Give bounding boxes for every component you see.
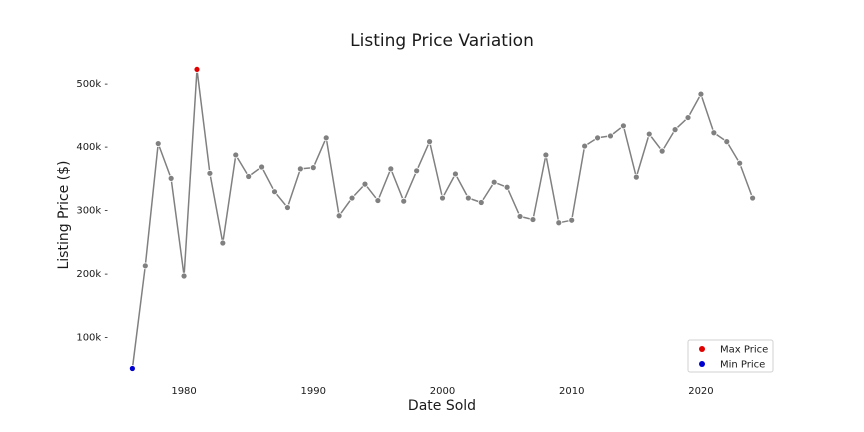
data-point: [568, 216, 576, 224]
data-point: [245, 173, 253, 180]
legend-label: Max Price: [720, 345, 768, 356]
data-point: [607, 132, 614, 140]
y-tick-label: 200k -: [76, 269, 108, 280]
data-point: [736, 159, 744, 167]
data-point: [439, 194, 446, 202]
data-point: [167, 174, 175, 182]
x-tick-label: 2000: [430, 386, 455, 397]
data-point: [723, 138, 731, 146]
max-price-point: [193, 66, 201, 73]
legend-marker: [699, 346, 705, 352]
data-point: [516, 213, 524, 220]
y-axis-label: Listing Price ($): [56, 160, 72, 269]
data-point: [749, 194, 757, 202]
data-point: [309, 164, 317, 172]
legend-marker: [699, 361, 705, 367]
y-axis-ticks: 100k - 200k - 300k - 400k - 500k -: [76, 79, 108, 343]
data-point: [400, 197, 408, 205]
x-tick-label: 2020: [688, 386, 713, 397]
chart-title: Listing Price Variation: [350, 31, 534, 51]
data-point: [620, 122, 627, 130]
data-point: [374, 197, 382, 204]
data-point: [477, 199, 485, 206]
data-point: [335, 212, 343, 220]
series-line-group: [128, 66, 757, 372]
data-point: [671, 126, 679, 134]
highlight-points: [128, 66, 201, 372]
series-line: [131, 68, 754, 369]
y-tick-label: 400k -: [76, 142, 108, 153]
y-tick-label: 100k -: [76, 332, 108, 343]
data-point: [154, 140, 162, 147]
data-point: [426, 138, 433, 146]
data-point: [555, 219, 563, 227]
min-price-point: [128, 365, 136, 372]
data-point: [658, 147, 666, 155]
data-point: [271, 188, 278, 196]
data-point: [232, 151, 240, 159]
data-point: [529, 216, 537, 223]
data-point: [387, 165, 395, 173]
data-point: [206, 169, 214, 177]
data-point: [348, 194, 356, 202]
data-point: [322, 134, 330, 142]
data-point: [413, 167, 421, 175]
data-point: [180, 272, 188, 280]
y-tick-label: 300k -: [76, 206, 108, 217]
legend: Max Price Min Price: [687, 339, 774, 373]
data-point: [141, 262, 149, 270]
data-point: [684, 114, 692, 121]
data-point: [697, 90, 705, 98]
x-axis-label: Date Sold: [408, 398, 476, 414]
data-point: [542, 151, 550, 159]
data-point: [645, 130, 653, 138]
legend-label: Min Price: [720, 360, 765, 371]
data-point: [361, 180, 369, 188]
data-point: [710, 129, 718, 137]
data-point: [503, 183, 511, 191]
data-point: [594, 134, 601, 142]
x-axis-ticks: 1980 1990 2000 2010 2020: [171, 386, 713, 397]
data-point: [258, 163, 265, 171]
data-point: [284, 204, 291, 211]
y-tick-label: 500k -: [76, 79, 108, 90]
data-point: [296, 165, 304, 173]
data-point: [219, 239, 227, 247]
data-point: [490, 178, 498, 186]
x-tick-label: 1990: [301, 386, 326, 397]
data-point: [464, 194, 472, 202]
data-point: [632, 173, 640, 181]
x-tick-label: 2010: [559, 386, 584, 397]
data-point: [581, 142, 589, 150]
x-tick-label: 1980: [171, 386, 196, 397]
legend-box: [687, 339, 774, 373]
data-point: [452, 170, 459, 178]
